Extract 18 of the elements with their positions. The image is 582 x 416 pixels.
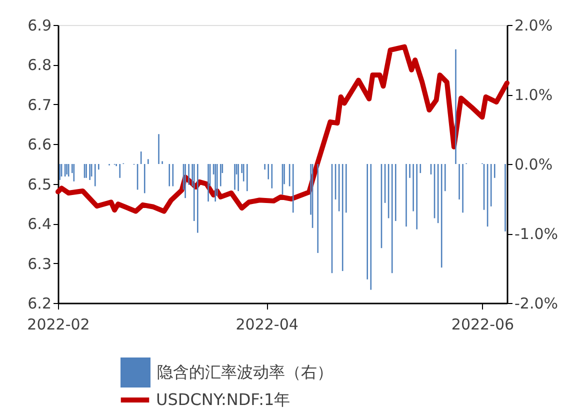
y-tick-label: 6.5 <box>28 175 52 194</box>
y-tick-label: 6.2 <box>28 294 52 312</box>
y-tick-label: 6.6 <box>28 136 52 154</box>
x-tick-label: 2022-04 <box>236 316 298 334</box>
y2-tick-label: -2.0% <box>514 294 558 312</box>
x-tick-label: 2022-02 <box>27 316 90 334</box>
y2-tick-label: 1.0% <box>514 86 553 104</box>
y-tick-label: 6.8 <box>28 56 52 74</box>
y2-tick-label: -1.0% <box>514 225 558 243</box>
y-tick-label: 6.7 <box>28 96 52 114</box>
y2-tick-label: 0.0% <box>514 156 553 174</box>
y2-tick-label: 2.0% <box>514 16 553 34</box>
y-tick-label: 6.3 <box>28 254 52 273</box>
y-tick-label: 6.4 <box>28 215 52 234</box>
legend-label: USDCNY:NDF:1年 <box>156 390 290 409</box>
legend-label: 隐含的汇率波动率（右） <box>157 362 333 382</box>
y-tick-label: 6.9 <box>28 16 52 34</box>
x-tick-label: 2022-06 <box>451 316 514 334</box>
